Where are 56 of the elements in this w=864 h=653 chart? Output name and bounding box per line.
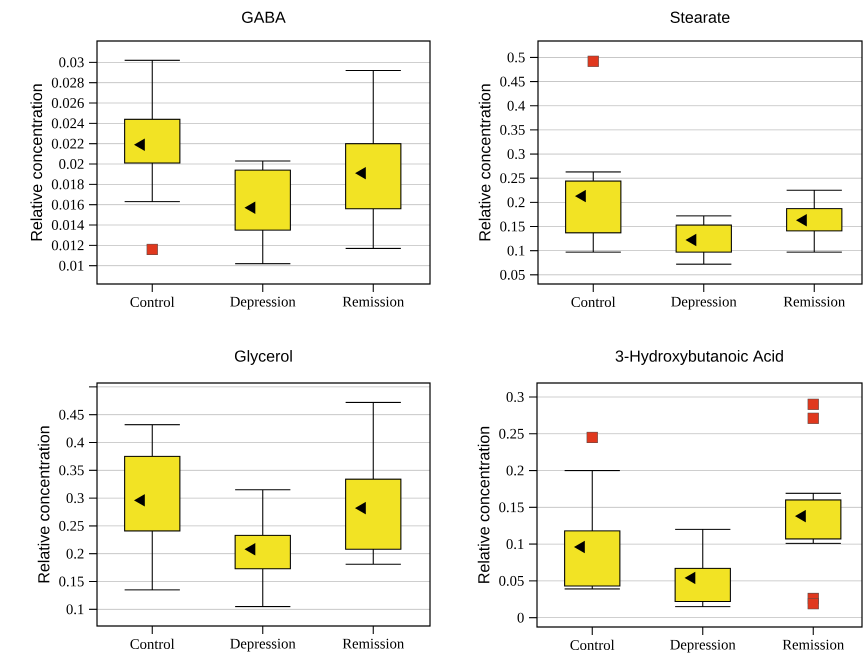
y-tick-label: 0.01: [59, 260, 84, 271]
chart-title: Stearate: [670, 12, 730, 23]
y-tick-label: 0.25: [499, 428, 524, 439]
y-tick-label: 0.3: [508, 149, 525, 160]
x-tick-label: Control: [571, 296, 616, 308]
x-tick-label: Remission: [782, 640, 844, 650]
y-tick-label: 0.35: [500, 124, 525, 135]
y-tick-label: 0.012: [52, 240, 84, 250]
y-tick-label: 0.026: [52, 98, 84, 108]
x-tick-label: Control: [570, 640, 614, 650]
y-tick-label: 0.1: [66, 604, 84, 614]
x-tick-label: Depression: [230, 638, 296, 652]
x-tick-label: Remission: [342, 296, 404, 307]
chart-title: Glycerol: [234, 350, 292, 365]
y-tick-label: 0.1: [506, 539, 524, 550]
y-tick-label: 0.016: [52, 200, 84, 210]
y-tick-label: 0.018: [52, 179, 84, 190]
y-tick-label: 0: [518, 612, 524, 623]
y-tick-label: 0.03: [59, 57, 84, 68]
x-tick-label: Depression: [230, 296, 296, 310]
y-tick-label: 0.25: [59, 520, 84, 531]
y-tick-label: 0.15: [499, 502, 524, 512]
y-tick-label: 0.15: [500, 222, 525, 232]
x-tick-label: Depression: [670, 640, 736, 653]
y-tick-label: 0.45: [500, 76, 525, 87]
x-tick-label: Remission: [342, 638, 404, 649]
y-tick-label: 0.35: [59, 465, 84, 476]
y-tick-label: 0.1: [508, 246, 524, 256]
y-tick-label: 0.02: [59, 159, 84, 170]
y-tick-label: 0.2: [66, 548, 84, 559]
y-tick-label: 0.024: [52, 118, 84, 128]
y-tick-label: 0.022: [52, 138, 84, 149]
y-tick-label: 0.2: [506, 466, 524, 476]
y-tick-label: 0.3: [506, 392, 524, 402]
y-tick-label: 0.25: [500, 173, 525, 184]
y-tick-label: 0.3: [66, 493, 84, 504]
y-tick-label: 0.4: [66, 438, 84, 448]
y-tick-label: 0.4: [508, 100, 526, 111]
x-tick-label: Depression: [671, 296, 737, 310]
y-tick-label: 0.2: [508, 197, 524, 208]
y-tick-label: 0.05: [500, 270, 525, 280]
y-tick-label: 0.014: [52, 220, 84, 230]
chart-title: 3-Hydroxybutanoic Acid: [616, 350, 783, 365]
y-tick-label: 0.45: [59, 410, 84, 420]
y-tick-label: 0.15: [59, 576, 84, 586]
y-axis-title: Relative concentration: [478, 84, 490, 240]
y-axis-title: Relative concentration: [478, 426, 490, 583]
chart-title: GABA: [242, 12, 286, 23]
y-axis-title: Relative concentration: [38, 426, 50, 582]
x-tick-label: Remission: [784, 296, 845, 307]
y-tick-label: 0.028: [52, 78, 84, 88]
x-tick-label: Control: [130, 638, 174, 650]
y-axis-title: Relative concentration: [30, 84, 42, 240]
x-tick-label: Control: [130, 296, 174, 308]
y-tick-label: 0.5: [508, 52, 525, 62]
y-tick-label: 0.05: [499, 576, 524, 586]
